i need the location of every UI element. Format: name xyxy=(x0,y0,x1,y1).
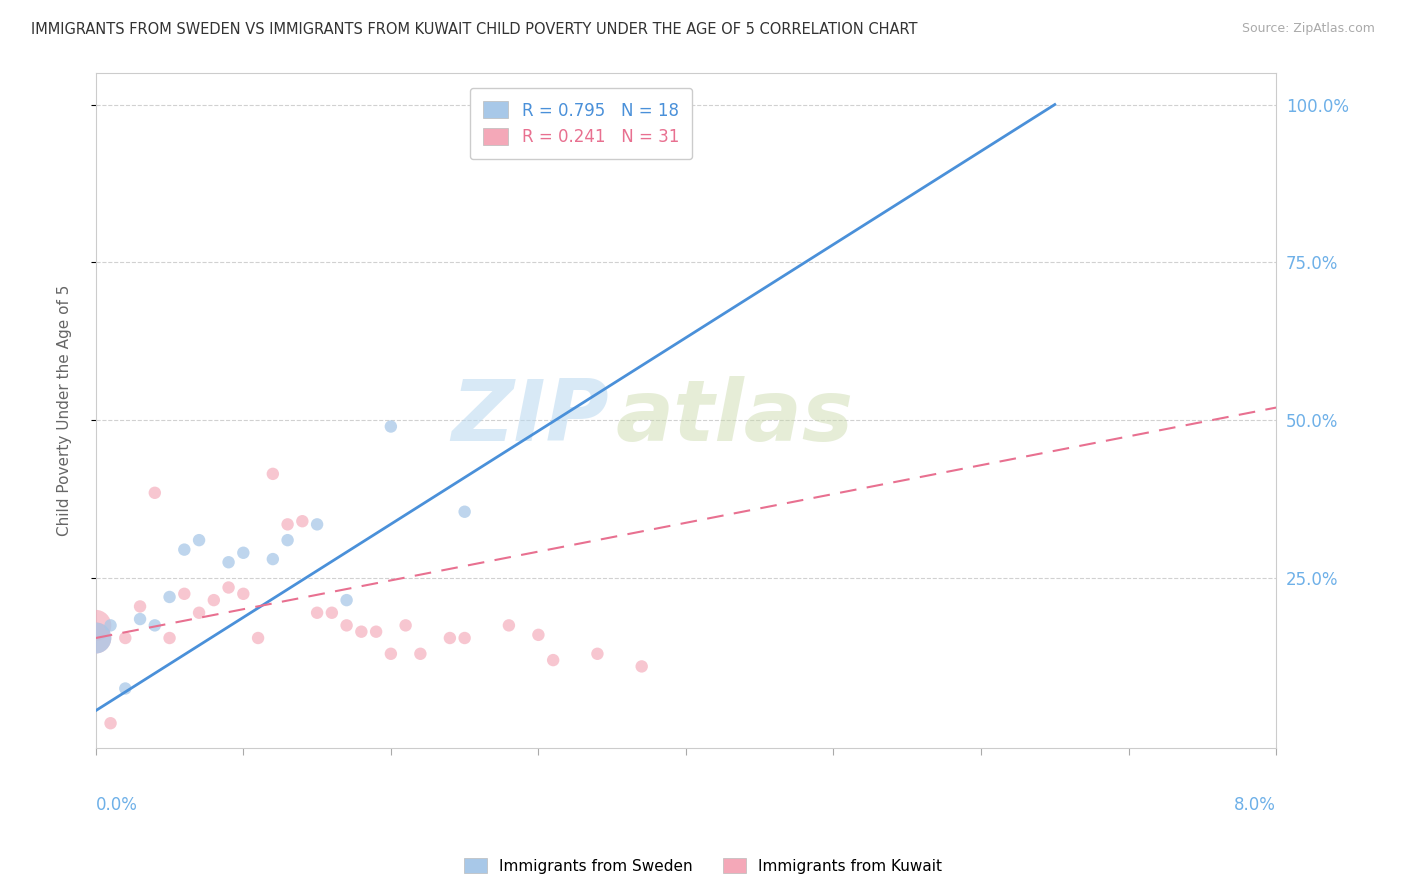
Point xyxy=(84,618,107,632)
Point xyxy=(129,599,152,614)
Point xyxy=(188,606,211,620)
Point xyxy=(232,587,254,601)
Point xyxy=(307,517,329,532)
Point xyxy=(366,624,388,639)
Point xyxy=(129,612,152,626)
Legend: R = 0.795   N = 18, R = 0.241   N = 31: R = 0.795 N = 18, R = 0.241 N = 31 xyxy=(470,88,692,160)
Point xyxy=(84,631,107,645)
Y-axis label: Child Poverty Under the Age of 5: Child Poverty Under the Age of 5 xyxy=(58,285,72,536)
Point xyxy=(380,419,402,434)
Point xyxy=(232,546,254,560)
Point xyxy=(218,581,240,595)
Point xyxy=(173,587,195,601)
Point xyxy=(453,631,475,645)
Point xyxy=(247,631,270,645)
Point xyxy=(262,467,284,481)
Point xyxy=(159,631,181,645)
Point xyxy=(202,593,225,607)
Point xyxy=(350,624,373,639)
Text: Source: ZipAtlas.com: Source: ZipAtlas.com xyxy=(1241,22,1375,36)
Point xyxy=(527,628,550,642)
Point xyxy=(100,618,122,632)
Point xyxy=(586,647,609,661)
Point xyxy=(100,716,122,731)
Point xyxy=(277,533,299,548)
Point xyxy=(143,618,166,632)
Point xyxy=(586,97,609,112)
Point xyxy=(84,631,107,645)
Point xyxy=(143,485,166,500)
Text: IMMIGRANTS FROM SWEDEN VS IMMIGRANTS FROM KUWAIT CHILD POVERTY UNDER THE AGE OF : IMMIGRANTS FROM SWEDEN VS IMMIGRANTS FRO… xyxy=(31,22,918,37)
Point xyxy=(630,659,652,673)
Point xyxy=(173,542,195,557)
Point xyxy=(307,606,329,620)
Point xyxy=(188,533,211,548)
Point xyxy=(159,590,181,604)
Point xyxy=(336,618,359,632)
Point xyxy=(394,618,416,632)
Point xyxy=(321,606,343,620)
Point xyxy=(600,97,623,112)
Point xyxy=(541,653,564,667)
Point xyxy=(218,555,240,569)
Point xyxy=(277,517,299,532)
Text: atlas: atlas xyxy=(616,376,853,459)
Point xyxy=(336,593,359,607)
Point xyxy=(114,681,136,696)
Point xyxy=(114,631,136,645)
Point xyxy=(409,647,432,661)
Text: ZIP: ZIP xyxy=(451,376,609,459)
Text: 8.0%: 8.0% xyxy=(1234,796,1277,814)
Point xyxy=(262,552,284,566)
Point xyxy=(291,514,314,528)
Point xyxy=(453,505,475,519)
Text: 0.0%: 0.0% xyxy=(96,796,138,814)
Legend: Immigrants from Sweden, Immigrants from Kuwait: Immigrants from Sweden, Immigrants from … xyxy=(458,852,948,880)
Point xyxy=(439,631,461,645)
Point xyxy=(380,647,402,661)
Point xyxy=(498,618,520,632)
